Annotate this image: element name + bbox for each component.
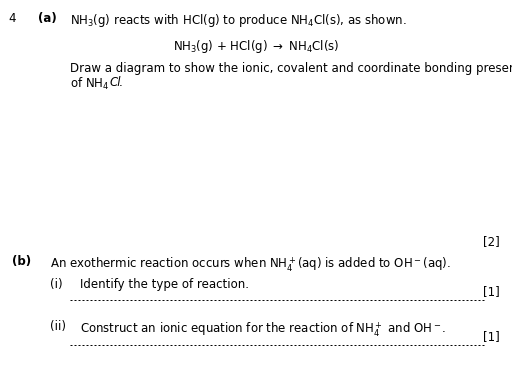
Text: (a): (a) [38, 12, 57, 25]
Text: 4: 4 [8, 12, 15, 25]
Text: .: . [119, 76, 123, 89]
Text: Draw a diagram to show the ionic, covalent and coordinate bonding present in a f: Draw a diagram to show the ionic, covale… [70, 62, 512, 75]
Text: (b): (b) [12, 255, 31, 268]
Text: [2]: [2] [483, 235, 500, 248]
Text: of NH$_4$: of NH$_4$ [70, 76, 109, 92]
Text: NH$_3$(g) reacts with HCl(g) to produce NH$_4$Cl(s), as shown.: NH$_3$(g) reacts with HCl(g) to produce … [70, 12, 407, 29]
Text: (ii): (ii) [50, 320, 66, 333]
Text: [1]: [1] [483, 285, 500, 298]
Text: NH$_3$(g) + HCl(g) $\rightarrow$ NH$_4$Cl(s): NH$_3$(g) + HCl(g) $\rightarrow$ NH$_4$C… [173, 38, 339, 55]
Text: Cl: Cl [109, 76, 120, 89]
Text: [1]: [1] [483, 330, 500, 343]
Text: Identify the type of reaction.: Identify the type of reaction. [80, 278, 249, 291]
Text: An exothermic reaction occurs when NH$_4^+$(aq) is added to OH$^-$(aq).: An exothermic reaction occurs when NH$_4… [50, 255, 451, 274]
Text: Construct an ionic equation for the reaction of NH$_4^+$ and OH$^-$.: Construct an ionic equation for the reac… [80, 320, 446, 339]
Text: (i): (i) [50, 278, 62, 291]
